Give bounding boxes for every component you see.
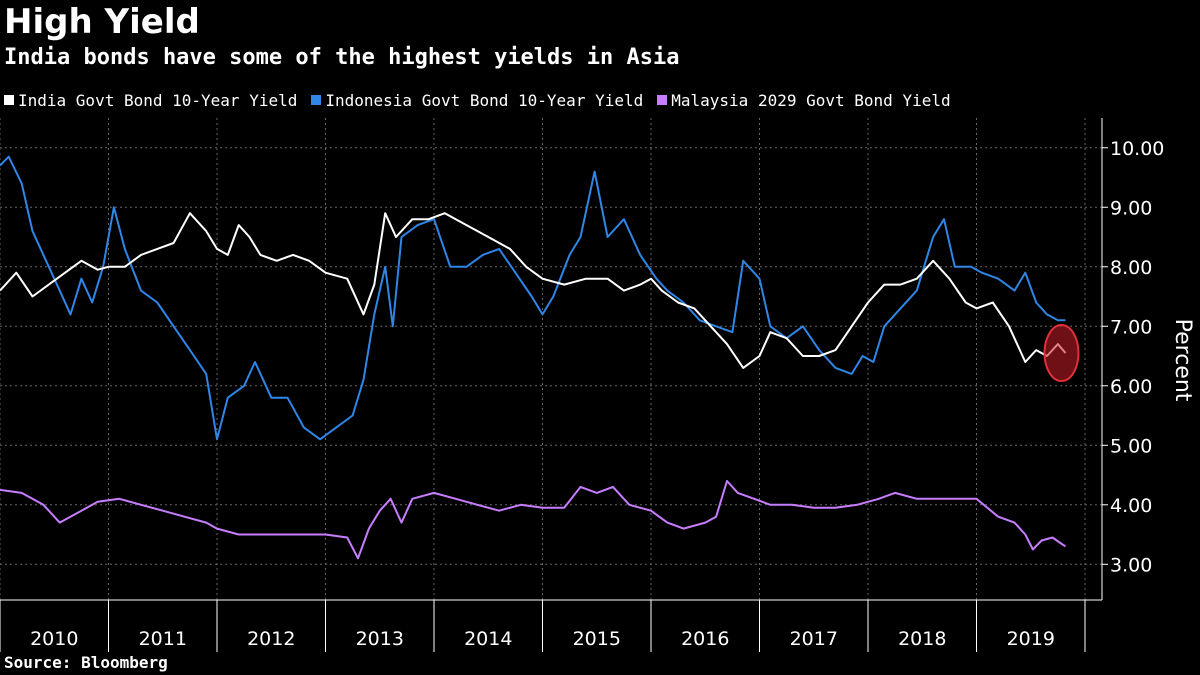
series-layer (0, 155, 1067, 560)
series-line-indonesia (0, 155, 1066, 441)
legend-swatch-india (4, 95, 14, 105)
y-tick-label: 9.00 (1110, 197, 1152, 219)
legend-swatch-malaysia (657, 95, 668, 105)
x-tick-label: 2013 (356, 628, 404, 650)
legend-label-india: India Govt Bond 10-Year Yield (18, 90, 298, 110)
legend-item-indonesia: Indonesia Govt Bond 10-Year Yield (311, 91, 643, 110)
legend-swatch-indonesia (311, 95, 322, 105)
x-tick-label: 2019 (1007, 628, 1055, 650)
x-tick-label: 2016 (681, 628, 729, 650)
gridlines (0, 118, 1102, 600)
legend-label-indonesia: Indonesia Govt Bond 10-Year Yield (325, 90, 644, 110)
x-tick-label: 2012 (247, 628, 295, 650)
x-tick-label: 2015 (573, 628, 621, 650)
x-tick-label: 2010 (30, 628, 78, 650)
legend-item-india: India Govt Bond 10-Year Yield (4, 91, 297, 110)
y-axis-label: Percent (1170, 319, 1195, 402)
axes: 10.00 9.00 8.00 7.00 6.00 5.00 4.00 3.00 2010 201… (0, 118, 1164, 652)
y-tick-label: 4.00 (1110, 495, 1152, 517)
legend-item-malaysia: Malaysia 2029 Govt Bond Yield (657, 90, 951, 110)
chart-subtitle: India bonds have some of the highest yie… (4, 45, 680, 70)
y-tick-label: 3.00 (1110, 554, 1152, 576)
y-tick-label: 6.00 (1110, 376, 1152, 398)
chart-title: High Yield (4, 2, 200, 42)
series-line-malaysia (0, 480, 1067, 560)
y-tick-label: 7.00 (1110, 316, 1152, 338)
source-note: Source: Bloomberg (4, 653, 168, 672)
x-tick-label: 2018 (898, 628, 946, 650)
legend-label-malaysia: Malaysia 2029 Govt Bond Yield (671, 90, 951, 110)
annotation-layer (1043, 324, 1080, 383)
y-tick-label: 5.00 (1110, 435, 1152, 457)
y-tick-label: 10.00 (1110, 138, 1164, 160)
y-tick-label: 8.00 (1110, 257, 1152, 279)
legend: India Govt Bond 10-Year Yield Indonesia … (4, 90, 965, 110)
x-tick-label: 2011 (139, 628, 187, 650)
x-tick-label: 2014 (464, 628, 512, 650)
series-line-india (0, 212, 1067, 369)
highlight-circle (1043, 324, 1080, 383)
x-tick-label: 2017 (790, 628, 838, 650)
